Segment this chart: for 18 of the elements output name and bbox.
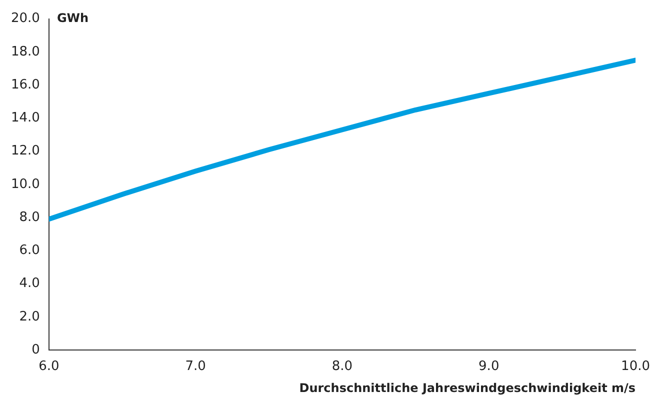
y-tick-label: 2.0: [19, 309, 40, 324]
x-tick-label: 6.0: [38, 359, 60, 374]
y-tick-label: 8.0: [19, 210, 40, 225]
y-tick-label: 4.0: [19, 276, 40, 292]
y-tick-label: 14.0: [10, 110, 40, 126]
y-tick-label: 16.0: [10, 77, 40, 92]
y-tick-label: 6.0: [19, 243, 40, 258]
y-tick-label: 20.0: [10, 11, 40, 26]
y-axis-title: GWh: [56, 10, 89, 25]
x-tick-label: 8.0: [332, 359, 353, 374]
x-tick-label: 7.0: [185, 359, 206, 374]
x-tick-label: 10.0: [621, 359, 650, 374]
y-tick-label: 18.0: [10, 44, 40, 60]
y-tick-label: 10.0: [10, 176, 40, 192]
x-axis-title: Durchschnittliche Jahreswindgeschwindigkeit m/s: [299, 380, 636, 395]
y-tick-label: 0: [32, 342, 40, 358]
y-tick-label: 12.0: [10, 144, 40, 159]
x-tick-label: 9.0: [478, 359, 500, 374]
